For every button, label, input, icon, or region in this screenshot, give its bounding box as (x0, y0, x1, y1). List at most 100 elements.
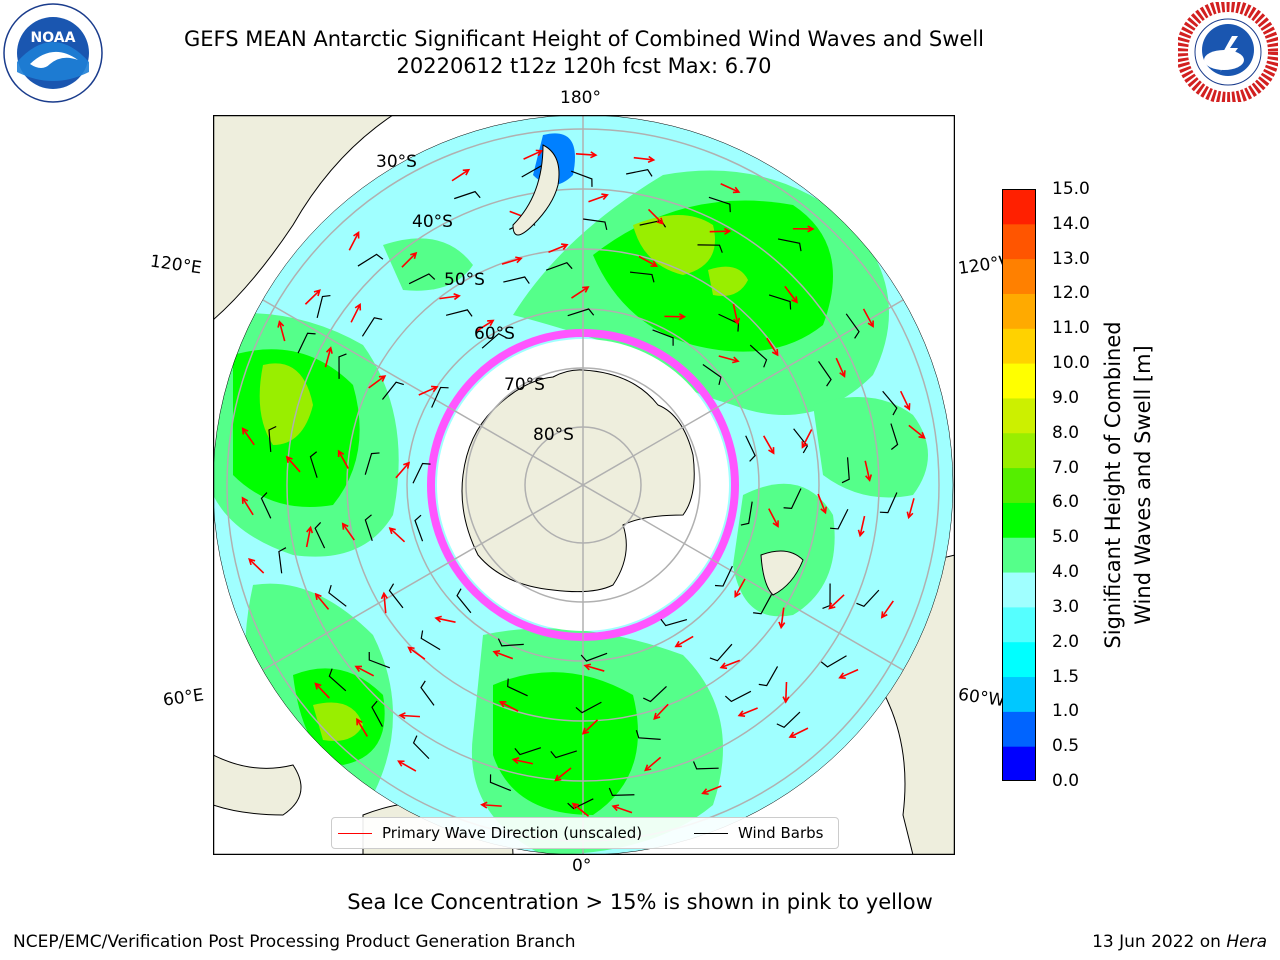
wave-direction-arrow (828, 594, 845, 610)
nws-logo (1178, 2, 1278, 102)
noaa-logo-text: NOAA (31, 30, 76, 46)
wind-barb (635, 729, 661, 741)
lat-label-50s: 50°S (444, 270, 485, 290)
wind-barb (357, 253, 384, 267)
wind-barb (768, 294, 792, 310)
wind-barb (420, 630, 441, 651)
wind-barb (431, 386, 449, 408)
wave-direction-arrow (248, 558, 265, 574)
wave-direction-arrow (674, 635, 694, 648)
wind-barb (841, 457, 850, 484)
wind-barb (583, 218, 608, 230)
wave-direction-arrow (348, 231, 360, 251)
wind-barb (575, 701, 602, 714)
wave-direction-arrow (653, 703, 669, 720)
wind-barb (709, 643, 733, 662)
wave-direction-arrow (285, 455, 301, 473)
map-title: GEFS MEAN Antarctic Significant Height o… (183, 27, 985, 51)
wave-direction-arrow (906, 498, 915, 520)
wave-direction-arrow (439, 292, 461, 301)
wind-barb (481, 333, 507, 349)
lat-label-60s: 60°S (474, 324, 515, 344)
wind-barb (882, 390, 898, 416)
wave-direction-arrow (401, 251, 418, 268)
wind-barb (626, 168, 653, 177)
colorbar-band (1002, 746, 1036, 781)
wind-barb (783, 488, 802, 509)
wave-direction-arrow (737, 707, 758, 718)
wind-barb (890, 423, 899, 450)
wave-direction-arrow (778, 607, 786, 630)
colorbar-tick-label: 7.0 (1052, 457, 1080, 478)
wind-barb (408, 273, 436, 285)
wind-barb (740, 501, 753, 526)
colorbar-tick-label: 9.0 (1052, 387, 1080, 408)
wave-direction-arrow (480, 801, 502, 809)
wave-direction-arrow (644, 756, 662, 772)
wave-direction-arrow (434, 615, 456, 623)
lat-label-80s: 80°S (533, 425, 574, 445)
colorbar-tick-label: 14.0 (1052, 213, 1090, 234)
colorbar-tick-label: 13.0 (1052, 248, 1090, 269)
wind-barb (364, 514, 373, 542)
footer-date: 13 Jun 2022 on Hera (1092, 932, 1267, 952)
wave-direction-arrow (862, 308, 874, 328)
colorbar-tick-label: 1.0 (1052, 701, 1080, 722)
wave-direction-arrow (388, 527, 406, 543)
colorbar-band (1002, 258, 1036, 294)
wind-barb (567, 308, 595, 317)
wave-direction-arrow (792, 225, 815, 233)
wind-barb (497, 638, 524, 647)
wind-barb (414, 514, 424, 542)
wind-barb (749, 344, 768, 368)
wind-barb (328, 668, 347, 692)
wind-barb (368, 652, 391, 669)
lat-label-30s: 30°S (376, 152, 417, 172)
wind-barb (820, 655, 847, 668)
wind-barb (328, 584, 347, 607)
wind-barb (309, 451, 318, 478)
colorbar-band (1002, 641, 1036, 678)
wave-direction-arrow (241, 496, 254, 516)
legend-item-wave-direction: Primary Wave Direction (unscaled) (338, 824, 642, 842)
colorbar-band (1002, 293, 1036, 329)
colorbar-tick-label: 0.5 (1052, 736, 1080, 757)
map-legend: Primary Wave Direction (unscaled) Wind B… (331, 817, 839, 849)
wave-direction-arrow (501, 256, 523, 265)
wave-direction-arrow (354, 665, 375, 677)
wave-direction-arrow (880, 600, 894, 619)
colorbar-band (1002, 537, 1036, 573)
wave-direction-arrow (581, 719, 599, 735)
lon-label-upper-left: 120°E (148, 251, 203, 279)
wind-barb (514, 747, 542, 756)
wave-direction-arrow (397, 760, 417, 772)
colorbar-band (1002, 397, 1036, 434)
wind-barb (830, 508, 849, 530)
colorbar-band (1002, 223, 1036, 260)
legend-label-wave-direction: Primary Wave Direction (unscaled) (382, 824, 643, 842)
wave-direction-arrow (350, 302, 362, 323)
south-america-tip (760, 550, 804, 596)
wave-direction-arrow (324, 346, 333, 368)
wave-direction-arrow (277, 320, 286, 342)
wind-barb (660, 618, 688, 627)
colorbar-title-line1: Significant Height of Combined (1101, 321, 1125, 649)
colorbar-band (1002, 467, 1036, 503)
colorbar-band (1002, 328, 1036, 364)
colorbar-tick-label: 2.0 (1052, 631, 1080, 652)
noaa-logo: NOAA (3, 3, 103, 103)
colorbar-band (1002, 676, 1036, 712)
wind-barb (629, 271, 655, 283)
new-zealand-land (512, 144, 560, 236)
colorbar-tick-label: 0.0 (1052, 771, 1080, 791)
wave-direction-arrow (305, 525, 314, 548)
wave-direction-arrow (611, 804, 633, 814)
wave-direction-arrow (314, 682, 330, 699)
lon-label-bottom: 0° (572, 856, 592, 876)
wave-direction-arrow (451, 168, 471, 182)
wave-direction-arrow (241, 427, 255, 446)
legend-label-wind-barbs: Wind Barbs (738, 824, 824, 842)
wind-barb (608, 787, 635, 797)
wave-direction-arrow (337, 449, 350, 469)
wind-barb (702, 363, 722, 386)
